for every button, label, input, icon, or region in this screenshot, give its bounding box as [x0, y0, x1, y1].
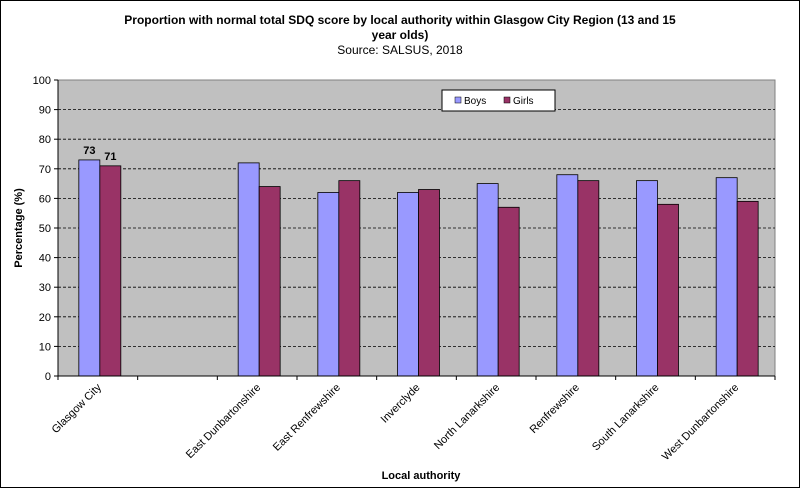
y-tick-label-20: 20: [39, 312, 51, 324]
bar-girls-glasgow-city: [99, 165, 122, 377]
bar-girls-east-dunbartonshire: [258, 186, 281, 377]
legend-swatch-girls: [503, 96, 511, 104]
legend-box: [441, 89, 556, 112]
data-label-boys-glasgow-city: 73: [83, 145, 95, 157]
x-tick-label-south-lanarkshire: South Lanarkshire: [590, 382, 662, 454]
x-tick-label-east-renfrewshire: East Renfrewshire: [271, 382, 343, 454]
y-tick-label-100: 100: [33, 75, 51, 87]
y-tick-label-40: 40: [39, 253, 51, 265]
bars: [78, 159, 759, 377]
bar-girls-renfrewshire: [577, 180, 600, 377]
bar-boys-north-lanarkshire: [476, 183, 499, 377]
bar-boys-east-dunbartonshire: [237, 162, 260, 377]
bar-boys-east-renfrewshire: [317, 192, 340, 377]
data-label-girls-glasgow-city: 71: [104, 151, 116, 163]
legend-label-girls: Girls: [513, 96, 534, 107]
x-tick-label-inverclyde: Inverclyde: [379, 382, 423, 426]
chart-subtitle: Source: SALSUS, 2018: [337, 43, 463, 57]
x-axis-label: Local authority: [382, 470, 462, 482]
bar-girls-south-lanarkshire: [657, 203, 679, 377]
bar-girls-west-dunbartonshire: [736, 200, 759, 377]
bar-boys-glasgow-city: [78, 159, 101, 377]
x-tick-label-renfrewshire: Renfrewshire: [528, 382, 582, 436]
legend-swatch-boys: [454, 96, 462, 104]
legend: Boys Girls: [441, 89, 556, 112]
y-axis-label: Percentage (%): [13, 188, 25, 268]
x-tick-label-east-dunbartonshire: East Dunbartonshire: [184, 382, 263, 461]
x-tick-label-west-dunbartonshire: West Dunbartonshire: [660, 382, 741, 463]
bar-boys-inverclyde: [397, 192, 419, 377]
x-tick-label-north-lanarkshire: North Lanarkshire: [432, 382, 502, 452]
y-tick-label-50: 50: [39, 223, 51, 235]
y-tick-label-70: 70: [39, 164, 51, 176]
y-tick-label-0: 0: [45, 371, 51, 383]
bar-boys-west-dunbartonshire: [715, 177, 738, 377]
y-tick-label-30: 30: [39, 282, 51, 294]
legend-label-boys: Boys: [464, 96, 486, 107]
bar-girls-inverclyde: [418, 189, 440, 377]
x-tick-label-glasgow-city: Glasgow City: [50, 381, 105, 436]
y-tick-label-80: 80: [39, 134, 51, 146]
y-tick-label-10: 10: [39, 341, 51, 353]
bar-boys-south-lanarkshire: [636, 180, 658, 377]
bar-girls-north-lanarkshire: [497, 206, 520, 377]
y-tick-label-90: 90: [39, 105, 51, 117]
chart-title-line2: year olds): [372, 28, 429, 42]
bar-girls-east-renfrewshire: [338, 180, 361, 377]
bar-boys-renfrewshire: [556, 174, 579, 377]
y-tick-label-60: 60: [39, 193, 51, 205]
data-labels: 73 71: [83, 145, 116, 163]
chart-title-line1: Proportion with normal total SDQ score b…: [124, 13, 676, 27]
